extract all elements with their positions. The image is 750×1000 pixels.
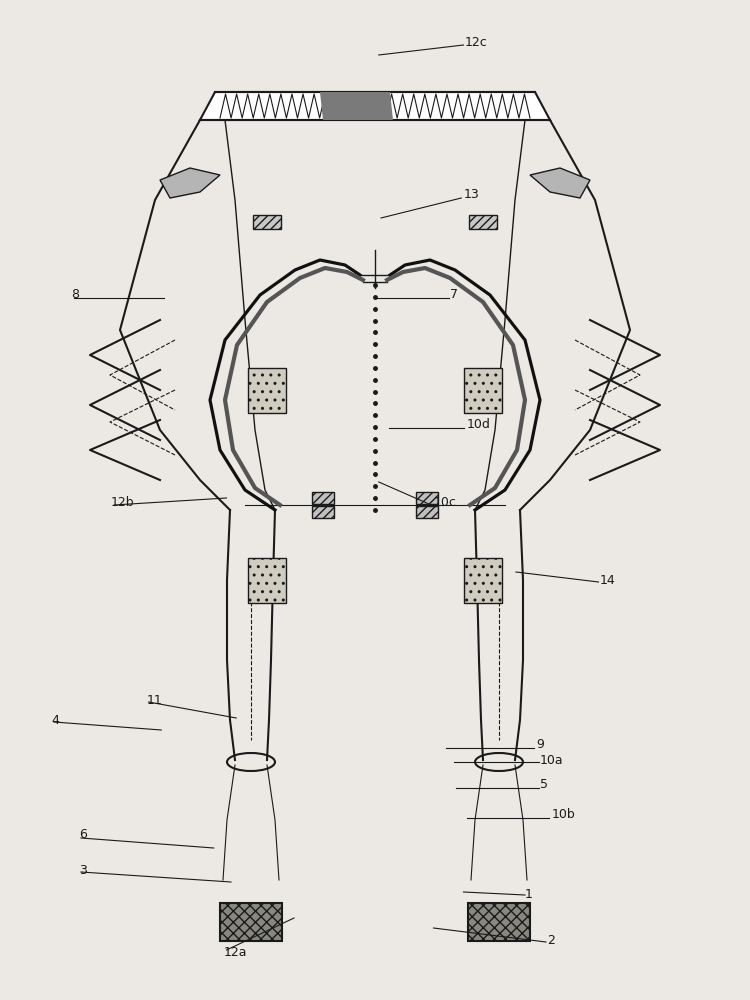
Text: 3: 3 xyxy=(79,863,86,876)
Polygon shape xyxy=(200,92,550,120)
FancyBboxPatch shape xyxy=(468,903,530,941)
FancyBboxPatch shape xyxy=(312,506,334,518)
FancyBboxPatch shape xyxy=(469,215,497,229)
Polygon shape xyxy=(530,168,590,198)
FancyBboxPatch shape xyxy=(248,368,286,413)
Text: 10b: 10b xyxy=(551,808,575,822)
FancyBboxPatch shape xyxy=(416,492,438,504)
Text: 12c: 12c xyxy=(465,35,488,48)
Text: 10a: 10a xyxy=(540,754,564,766)
Text: 12b: 12b xyxy=(111,495,135,508)
Text: 7: 7 xyxy=(450,288,458,302)
Text: 11: 11 xyxy=(146,694,162,706)
Text: 1: 1 xyxy=(525,888,532,902)
Text: 6: 6 xyxy=(79,828,86,842)
Text: 14: 14 xyxy=(600,574,616,586)
Text: 4: 4 xyxy=(51,714,58,726)
FancyBboxPatch shape xyxy=(312,492,334,504)
FancyBboxPatch shape xyxy=(464,368,502,413)
Text: 2: 2 xyxy=(548,934,555,946)
Text: 9: 9 xyxy=(536,738,544,752)
FancyBboxPatch shape xyxy=(416,506,438,518)
Text: 10c: 10c xyxy=(433,495,456,508)
Polygon shape xyxy=(320,92,393,120)
Text: 13: 13 xyxy=(464,188,479,202)
Polygon shape xyxy=(160,168,220,198)
FancyBboxPatch shape xyxy=(248,558,286,603)
Text: 10d: 10d xyxy=(466,418,490,432)
Text: 12a: 12a xyxy=(224,946,247,958)
Text: 5: 5 xyxy=(540,778,548,792)
Text: 8: 8 xyxy=(71,288,80,302)
FancyBboxPatch shape xyxy=(464,558,502,603)
FancyBboxPatch shape xyxy=(253,215,281,229)
FancyBboxPatch shape xyxy=(220,903,282,941)
